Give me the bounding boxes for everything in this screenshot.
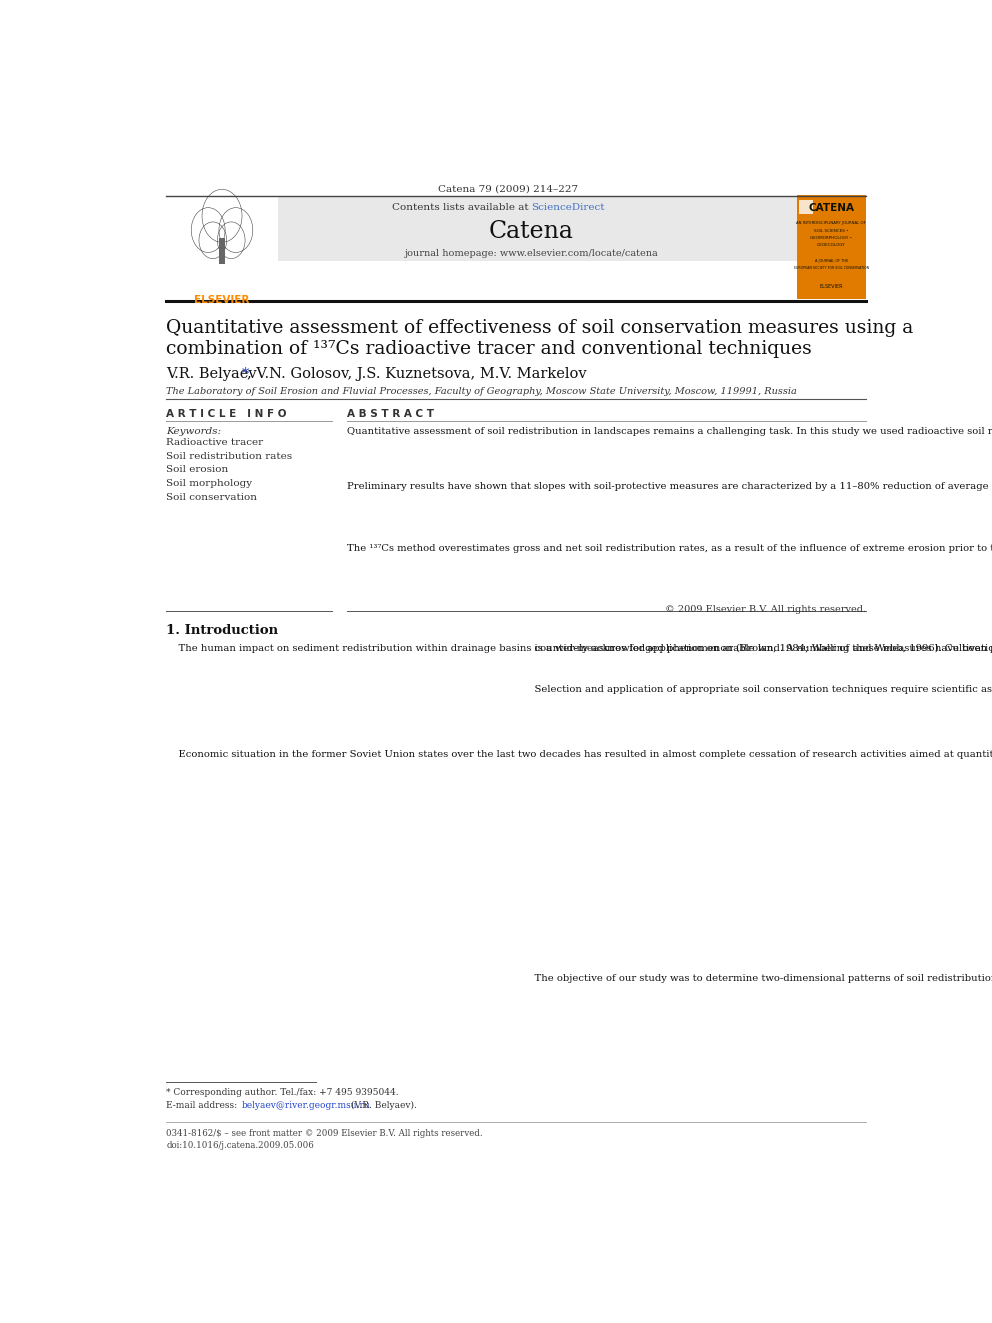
Text: Radioactive tracer: Radioactive tracer [167, 438, 264, 447]
Text: The Laboratory of Soil Erosion and Fluvial Processes, Faculty of Geography, Mosc: The Laboratory of Soil Erosion and Fluvi… [167, 386, 798, 396]
Bar [167, 197, 866, 261]
Text: Quantitative assessment of soil redistribution in landscapes remains a challengi: Quantitative assessment of soil redistri… [347, 427, 992, 435]
Text: Soil erosion: Soil erosion [167, 466, 228, 475]
Text: SOIL SCIENCES •: SOIL SCIENCES • [814, 229, 848, 233]
Text: GEOECOLOGY: GEOECOLOGY [817, 243, 845, 247]
Text: combination of ¹³⁷Cs radioactive tracer and conventional techniques: combination of ¹³⁷Cs radioactive tracer … [167, 340, 812, 359]
Text: 0341-8162/$ – see front matter © 2009 Elsevier B.V. All rights reserved.: 0341-8162/$ – see front matter © 2009 El… [167, 1129, 483, 1138]
Text: Selection and application of appropriate soil conservation techniques require sc: Selection and application of appropriate… [522, 684, 992, 693]
Text: CATENA: CATENA [808, 202, 854, 213]
Text: A JOURNAL OF THE: A JOURNAL OF THE [814, 258, 848, 263]
Text: Quantitative assessment of effectiveness of soil conservation measures using a: Quantitative assessment of effectiveness… [167, 319, 914, 336]
Text: *: * [242, 366, 249, 381]
Text: A B S T R A C T: A B S T R A C T [347, 409, 434, 419]
Text: The human impact on sediment redistribution within drainage basins is a widely a: The human impact on sediment redistribut… [167, 644, 992, 652]
Text: * Corresponding author. Tel./fax: +7 495 9395044.: * Corresponding author. Tel./fax: +7 495… [167, 1088, 399, 1097]
Text: 1. Introduction: 1. Introduction [167, 624, 279, 638]
Text: Catena: Catena [489, 220, 574, 242]
Bar [797, 196, 866, 299]
Text: © 2009 Elsevier B.V. All rights reserved.: © 2009 Elsevier B.V. All rights reserved… [665, 605, 866, 614]
Text: Soil morphology: Soil morphology [167, 479, 252, 488]
Text: , V.N. Golosov, J.S. Kuznetsova, M.V. Markelov: , V.N. Golosov, J.S. Kuznetsova, M.V. Ma… [247, 366, 586, 381]
Text: EUROPEAN SOCIETY FOR SOIL CONSERVATION: EUROPEAN SOCIETY FOR SOIL CONSERVATION [794, 266, 869, 270]
Text: V.R. Belyaev: V.R. Belyaev [167, 366, 262, 381]
Bar [799, 200, 812, 214]
Text: Catena 79 (2009) 214–227: Catena 79 (2009) 214–227 [438, 184, 578, 193]
Text: The objective of our study was to determine two-dimensional patterns of soil red: The objective of our study was to determ… [522, 974, 992, 983]
Text: Soil conservation: Soil conservation [167, 493, 257, 501]
Text: doi:10.1016/j.catena.2009.05.006: doi:10.1016/j.catena.2009.05.006 [167, 1140, 314, 1150]
Text: counter-measures for application on arable land. A number of these measures have: counter-measures for application on arab… [522, 644, 992, 652]
Text: Contents lists available at: Contents lists available at [392, 204, 532, 212]
Text: The ¹³⁷Cs method overestimates gross and net soil redistribution rates, as a res: The ¹³⁷Cs method overestimates gross and… [347, 544, 992, 553]
Text: (V.R. Belyaev).: (V.R. Belyaev). [348, 1101, 417, 1110]
Text: journal homepage: www.elsevier.com/locate/catena: journal homepage: www.elsevier.com/locat… [405, 249, 659, 258]
Text: ELSEVIER: ELSEVIER [819, 283, 843, 288]
Text: A R T I C L E   I N F O: A R T I C L E I N F O [167, 409, 287, 419]
Bar [219, 238, 225, 263]
Text: ScienceDirect: ScienceDirect [532, 204, 605, 212]
Text: GEOMORPHOLOGY •: GEOMORPHOLOGY • [810, 237, 852, 241]
Text: ELSEVIER: ELSEVIER [194, 295, 250, 306]
Text: belyaev@river.geogr.msu.ru: belyaev@river.geogr.msu.ru [242, 1101, 370, 1110]
Text: Economic situation in the former Soviet Union states over the last two decades h: Economic situation in the former Soviet … [167, 750, 992, 758]
Bar [167, 196, 278, 299]
Text: E-mail address:: E-mail address: [167, 1101, 240, 1110]
Text: Soil redistribution rates: Soil redistribution rates [167, 451, 293, 460]
Text: AN INTERDISCIPLINARY JOURNAL OF: AN INTERDISCIPLINARY JOURNAL OF [797, 221, 866, 225]
Text: Keywords:: Keywords: [167, 427, 221, 435]
Text: Preliminary results have shown that slopes with soil-protective measures are cha: Preliminary results have shown that slop… [347, 482, 992, 491]
